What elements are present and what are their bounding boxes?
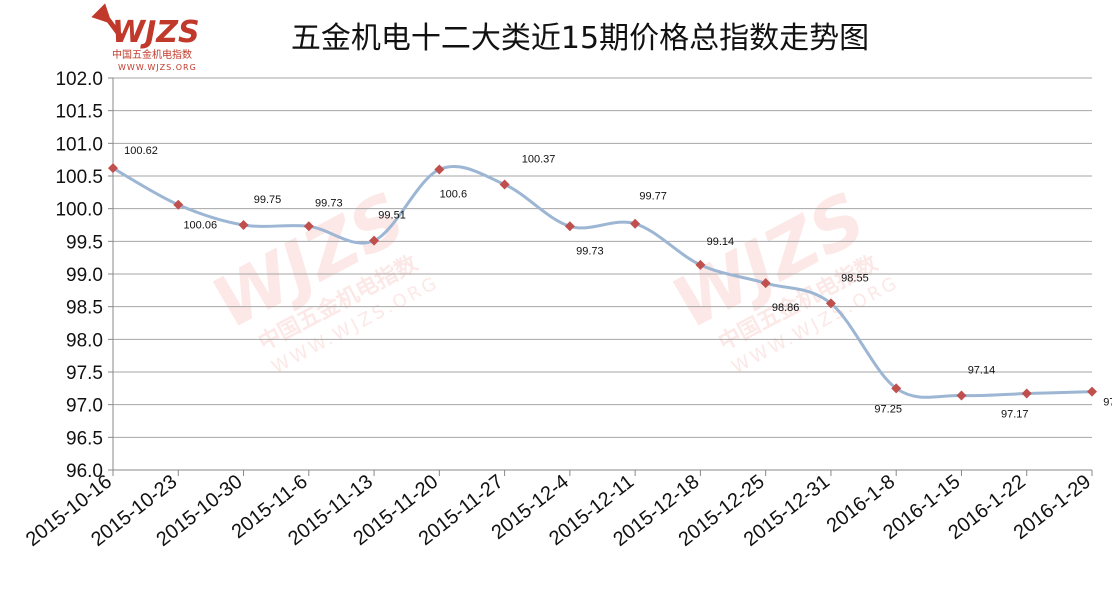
data-label: 99.73 (315, 197, 343, 209)
data-label: 99.77 (639, 191, 667, 203)
y-tick-label: 97.0 (66, 396, 103, 417)
y-tick-label: 101.5 (55, 102, 103, 123)
y-tick-label: 97.5 (66, 363, 103, 384)
data-point (760, 278, 771, 289)
logo-sub: 中国五金机电指数 (112, 48, 192, 61)
data-label: 100.06 (183, 220, 217, 232)
data-point (956, 390, 967, 401)
y-tick-label: 102.0 (55, 69, 103, 90)
data-point (303, 221, 314, 232)
gridlines (113, 77, 1092, 471)
data-label: 97.14 (968, 365, 996, 377)
y-tick-label: 101.0 (55, 134, 103, 155)
data-point (891, 383, 902, 394)
data-point (1021, 388, 1032, 399)
data-point (238, 220, 249, 230)
y-tick-label: 98.5 (66, 298, 103, 319)
data-point (825, 298, 836, 309)
series-line (112, 165, 1093, 399)
x-tick-labels: 2015-10-162015-10-232015-10-302015-11-62… (22, 471, 1095, 551)
data-label: 99.73 (576, 245, 604, 257)
data-label: 99.51 (378, 210, 406, 222)
y-tick-label: 96.0 (66, 461, 103, 482)
data-label: 97.2 (1103, 397, 1112, 409)
data-point (564, 221, 575, 232)
y-tick-labels: 102.0 101.5 101.0 100.5 100.0 99.5 99.0 98.5 98.… (55, 69, 103, 482)
data-label: 100.62 (124, 145, 158, 157)
y-tick-label: 100.5 (55, 167, 103, 188)
y-tick-label: 98.0 (66, 330, 103, 351)
data-markers (108, 163, 1097, 401)
logo-url: WWW.WJZS.ORG (118, 63, 197, 72)
data-label: 97.17 (1001, 409, 1029, 421)
y-tick-label: 96.5 (66, 428, 103, 449)
y-tick-label: 99.5 (66, 232, 103, 253)
data-label: 99.14 (707, 236, 735, 248)
data-point (1087, 386, 1097, 397)
data-point (434, 164, 445, 175)
data-point (630, 218, 641, 229)
logo-arrow-icon (91, 3, 124, 40)
y-tick-label: 100.0 (55, 200, 103, 221)
data-label: 98.86 (772, 302, 800, 314)
y-tick-label: 99.0 (66, 265, 103, 286)
data-label: 100.6 (440, 188, 468, 200)
data-point (499, 179, 510, 190)
data-label: 99.75 (254, 194, 282, 206)
axes (108, 77, 1093, 476)
data-point (369, 235, 380, 246)
chart-title: 五金机电十二大类近15期价格总指数走势图 (291, 21, 869, 56)
data-label: 100.37 (522, 153, 556, 165)
data-point (695, 259, 706, 270)
data-labels: 100.62 100.06 99.75 99.73 99.51 100.6 100.37 99… (124, 145, 1112, 420)
logo: WJZS 中国五金机电指数 WWW.WJZS.ORG (91, 3, 200, 72)
logo-main: WJZS (112, 15, 200, 50)
data-point (173, 199, 184, 210)
data-label: 97.25 (874, 403, 902, 415)
data-label: 98.55 (841, 272, 869, 284)
data-point (108, 163, 118, 174)
